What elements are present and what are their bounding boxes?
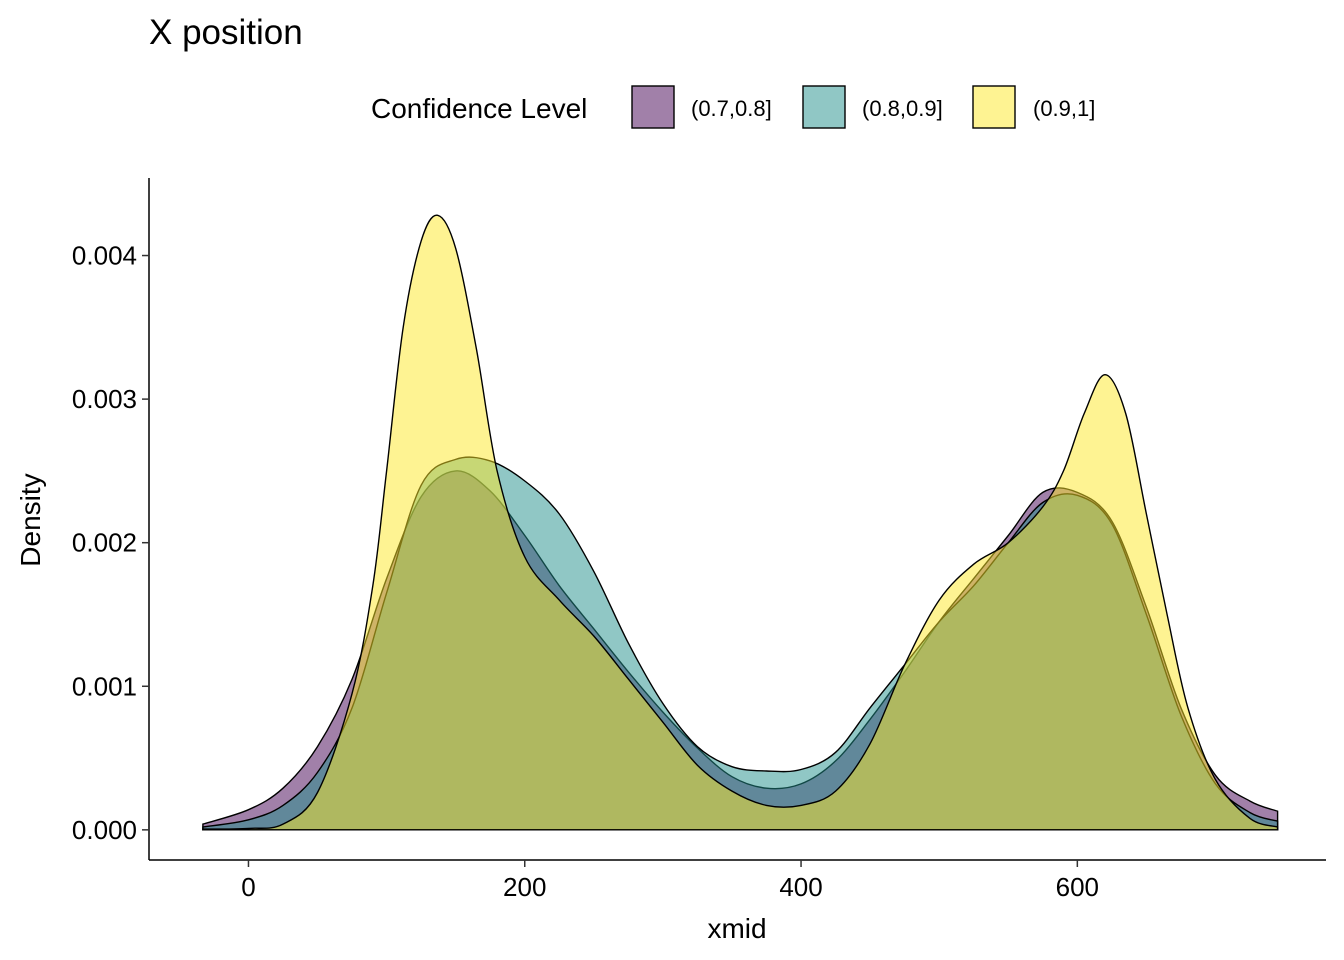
legend-label-1: (0.7,0.8] — [691, 96, 772, 121]
y-tick-label: 0.002 — [72, 528, 137, 558]
y-axis-title: Density — [15, 473, 46, 566]
x-tick-label: 0 — [241, 872, 255, 902]
legend-key-3 — [972, 85, 1016, 129]
legend-key-2 — [802, 85, 846, 129]
y-tick-label: 0.000 — [72, 815, 137, 845]
x-tick-label: 200 — [503, 872, 546, 902]
legend-label-2: (0.8,0.9] — [862, 96, 943, 121]
x-tick-label: 600 — [1056, 872, 1099, 902]
chart-title: X position — [149, 13, 303, 52]
x-axis-title: xmid — [707, 913, 766, 944]
x-tick-label: 400 — [779, 872, 822, 902]
density-area-3 — [202, 214, 1279, 831]
legend: Confidence Level (0.7,0.8] (0.8,0.9] (0.9,… — [371, 85, 1095, 129]
legend-label-3: (0.9,1] — [1033, 96, 1095, 121]
legend-title: Confidence Level — [371, 93, 587, 124]
plot-area: 0 200 400 600 0.000 0.001 0.002 0.003 0.004 — [72, 178, 1326, 902]
legend-key-1 — [631, 85, 675, 129]
y-tick-label: 0.001 — [72, 671, 137, 701]
y-tick-label: 0.003 — [72, 384, 137, 414]
y-tick-label: 0.004 — [72, 241, 137, 271]
